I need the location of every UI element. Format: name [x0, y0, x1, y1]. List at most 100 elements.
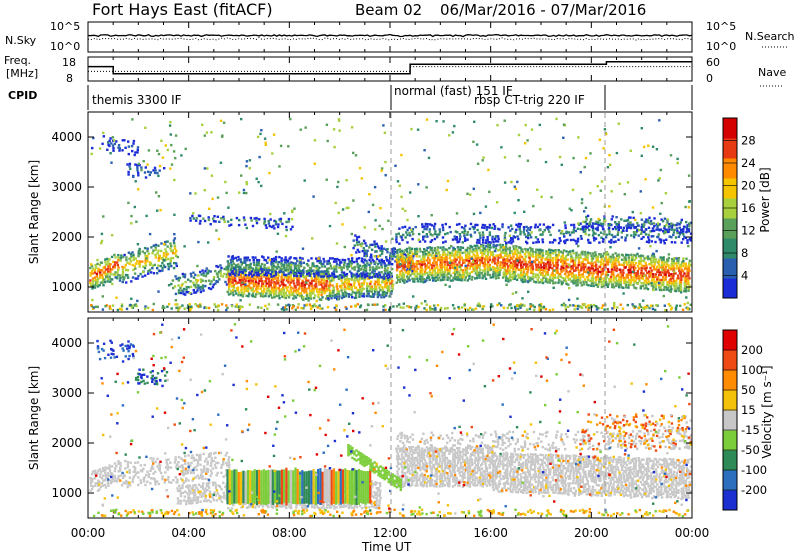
power-cell: [586, 259, 589, 262]
velocity-cell: [153, 478, 156, 481]
velocity-cell: [181, 464, 184, 467]
power-cell: [175, 264, 178, 268]
power-cell: [529, 226, 533, 229]
power-cell: [265, 226, 268, 229]
power-cell: [656, 270, 659, 274]
power-cell: [524, 262, 527, 266]
power-cell: [199, 285, 202, 289]
power-cell: [363, 254, 366, 257]
power-cell: [263, 258, 266, 262]
power-cell: [596, 221, 600, 224]
power-cell: [289, 117, 292, 121]
power-cell: [509, 224, 513, 227]
power-cell: [392, 255, 396, 258]
velocity-cell: [194, 466, 197, 469]
power-cell: [407, 276, 411, 279]
power-cell: [325, 279, 328, 283]
power-cell: [392, 250, 396, 253]
power-cell: [657, 179, 660, 182]
power-cell: [602, 237, 605, 241]
power-cell: [475, 261, 478, 265]
power-cell: [446, 261, 449, 264]
power-cell: [566, 276, 570, 279]
power-cell: [587, 279, 590, 282]
power-cell: [110, 161, 113, 164]
power-cell: [576, 256, 580, 259]
power-cell: [429, 307, 432, 310]
power-cell: [492, 266, 495, 269]
power-cell: [479, 268, 482, 272]
velocity-cell: [109, 474, 112, 477]
power-cell: [683, 235, 686, 238]
power-cell: [188, 305, 192, 309]
velocity-cell: [149, 482, 152, 485]
power-cell: [574, 274, 577, 277]
power-cell: [672, 267, 676, 270]
power-cell: [356, 248, 359, 252]
power-cell: [497, 256, 500, 259]
power-cell: [667, 286, 670, 290]
power-cell: [595, 271, 598, 274]
power-cell: [511, 240, 515, 243]
power-cell: [612, 278, 615, 281]
power-cell: [274, 289, 278, 293]
power-cell: [369, 243, 372, 247]
power-cell: [508, 249, 512, 252]
power-cell: [468, 306, 472, 310]
power-cell: [330, 279, 333, 282]
power-cell: [517, 222, 521, 226]
power-cell: [151, 264, 154, 267]
power-cell: [358, 257, 361, 260]
power-cell: [513, 236, 517, 239]
power-cell: [542, 305, 546, 309]
power-cell: [112, 265, 115, 269]
power-cell: [628, 263, 631, 267]
power-cell: [484, 241, 488, 245]
power-cell: [570, 223, 573, 227]
velocity-cell: [225, 461, 228, 465]
power-cell: [255, 263, 259, 267]
power-cell: [582, 230, 585, 233]
power-cell: [416, 267, 419, 270]
power-cell: [312, 289, 315, 292]
power-cell: [598, 280, 601, 283]
power-cell: [584, 255, 587, 259]
power-cell: [565, 282, 568, 286]
power-cell: [391, 279, 394, 283]
velocity-cell: [177, 461, 180, 464]
power-cell: [667, 253, 671, 256]
power-cell: [676, 157, 679, 161]
power-cell: [515, 245, 518, 248]
power-cell: [606, 308, 609, 311]
power-cell: [514, 265, 517, 268]
power-cell: [342, 293, 345, 296]
power-cell: [115, 261, 119, 264]
power-cell: [289, 266, 293, 269]
power-cell: [515, 223, 518, 226]
power-cell: [174, 275, 177, 278]
power-cell: [381, 288, 385, 291]
power-cell: [617, 223, 620, 226]
power-cell: [549, 263, 552, 267]
power-cell: [576, 276, 580, 279]
power-cell: [238, 268, 241, 271]
power-cell: [398, 248, 401, 251]
power-cell: [357, 240, 361, 244]
power-cell: [232, 286, 236, 289]
power-cell: [647, 280, 650, 283]
power-cell: [647, 233, 650, 236]
power-cell: [127, 173, 130, 176]
power-cell: [132, 253, 135, 257]
power-cell: [143, 251, 146, 255]
power-cell: [114, 261, 117, 264]
power-cell: [348, 283, 351, 286]
power-cell: [481, 254, 484, 257]
power-cell: [574, 266, 578, 270]
power-cell: [527, 231, 530, 235]
power-cell: [150, 246, 153, 249]
power-cell: [94, 305, 98, 308]
power-cell: [650, 269, 653, 272]
power-cell: [357, 267, 360, 270]
power-cell: [673, 224, 676, 227]
power-cell: [562, 266, 565, 270]
